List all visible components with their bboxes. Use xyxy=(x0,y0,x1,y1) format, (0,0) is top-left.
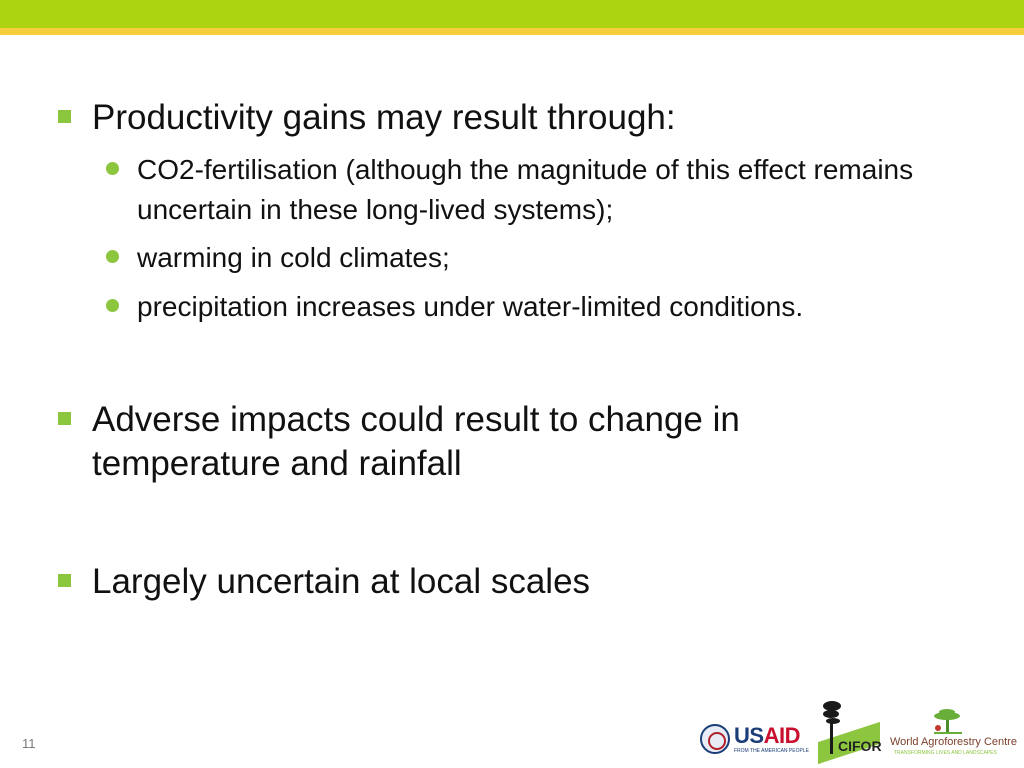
sub-bullet-text: warming in cold climates; xyxy=(137,242,450,273)
dot-bullet-icon xyxy=(106,250,119,263)
sub-bullet-text: precipitation increases under water-limi… xyxy=(137,291,804,322)
header-accent-stripe xyxy=(0,28,1024,35)
sub-bullet-co2-fertilisation: CO2-fertilisation (although the magnitud… xyxy=(106,150,967,230)
world-agroforestry-logo: World Agroforestry Centre xyxy=(890,736,1017,748)
agroforestry-tree-icon xyxy=(934,709,962,734)
footer-logos: USAID FROM THE AMERICAN PEOPLE CIFOR Wor… xyxy=(698,698,1018,765)
tree-icon xyxy=(823,701,841,754)
usaid-logo: USAID xyxy=(734,723,800,748)
bullet-adverse-impacts: Adverse impacts could result to change i… xyxy=(58,398,852,486)
sub-bullet-text: CO2-fertilisation (although the magnitud… xyxy=(137,154,914,225)
usaid-seal-icon xyxy=(700,724,730,754)
header-bar xyxy=(0,0,1024,28)
bullet-text: Productivity gains may result through: xyxy=(92,98,676,137)
bullet-text: Largely uncertain at local scales xyxy=(92,562,591,601)
usaid-tagline: FROM THE AMERICAN PEOPLE xyxy=(734,748,809,754)
page-number: 11 xyxy=(22,736,36,751)
sub-bullet-warming: warming in cold climates; xyxy=(106,238,967,278)
bullet-text: Adverse impacts could result to change i… xyxy=(92,400,740,483)
bullet-productivity-gains: Productivity gains may result through: xyxy=(58,96,972,140)
dot-bullet-icon xyxy=(106,162,119,175)
bullet-largely-uncertain: Largely uncertain at local scales xyxy=(58,560,972,604)
square-bullet-icon xyxy=(58,412,71,425)
cifor-logo: CIFOR xyxy=(838,738,882,754)
dot-bullet-icon xyxy=(106,299,119,312)
square-bullet-icon xyxy=(58,110,71,123)
square-bullet-icon xyxy=(58,574,71,587)
world-agroforestry-tagline: TRANSFORMING LIVES AND LANDSCAPES xyxy=(894,750,997,756)
sub-bullet-precipitation: precipitation increases under water-limi… xyxy=(106,287,967,327)
